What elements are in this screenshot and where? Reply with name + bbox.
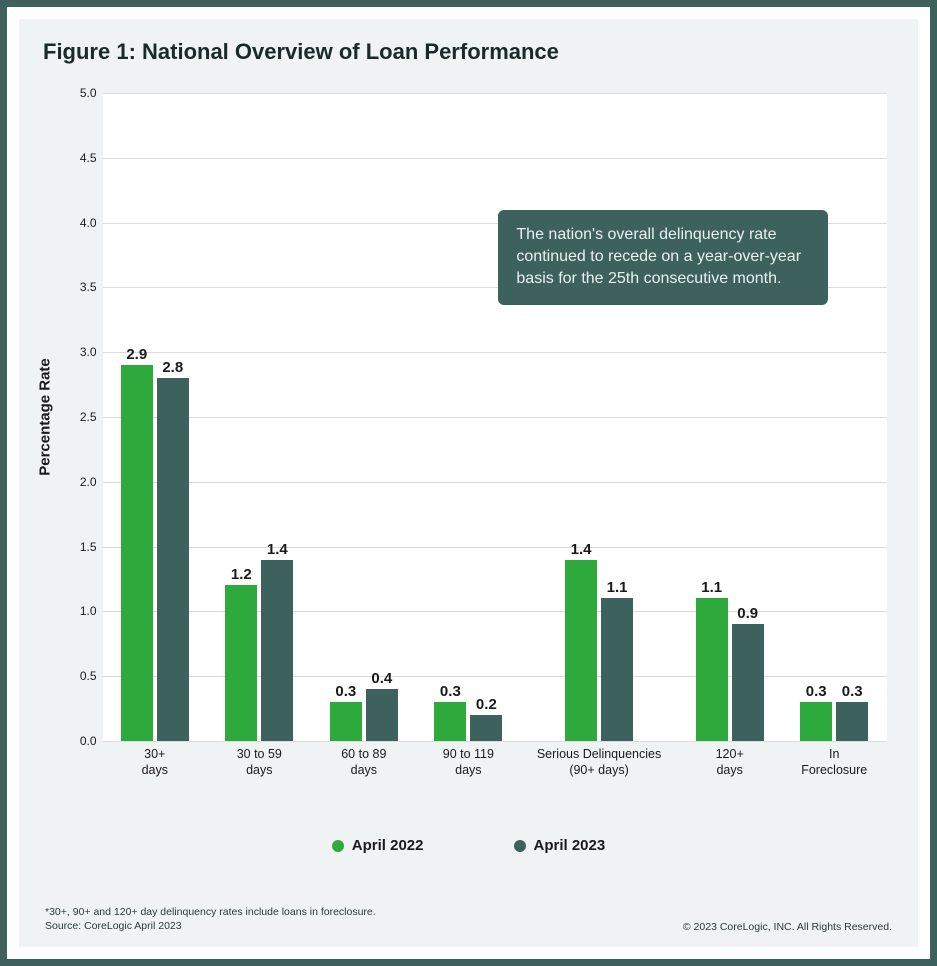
footer-note-2: Source: CoreLogic April 2023 <box>45 919 376 933</box>
legend-swatch <box>514 840 526 852</box>
figure-frame: Figure 1: National Overview of Loan Perf… <box>0 0 937 966</box>
bar <box>330 702 362 741</box>
bar-value-label: 0.2 <box>476 696 497 713</box>
bar <box>366 689 398 741</box>
gridline <box>103 417 887 418</box>
bar-value-label: 2.9 <box>126 346 147 363</box>
callout-box: The nation's overall delinquency rate co… <box>498 210 828 305</box>
bar <box>565 560 597 741</box>
gridline <box>103 547 887 548</box>
bar <box>157 378 189 741</box>
gridline <box>103 352 887 353</box>
bar <box>800 702 832 741</box>
y-tick-label: 3.0 <box>80 345 97 359</box>
category-label: 90 to 119 days <box>443 741 494 778</box>
footer-note-1: *30+, 90+ and 120+ day delinquency rates… <box>45 905 376 919</box>
category-label: 30 to 59 days <box>237 741 282 778</box>
legend: April 2022 April 2023 <box>19 837 918 854</box>
footer-copyright: © 2023 CoreLogic, INC. All Rights Reserv… <box>683 921 892 933</box>
legend-item: April 2023 <box>514 837 606 854</box>
y-tick-label: 4.0 <box>80 216 97 230</box>
y-tick-label: 1.0 <box>80 604 97 618</box>
bar <box>836 702 868 741</box>
bar-value-label: 0.3 <box>842 683 863 700</box>
bar-value-label: 0.3 <box>440 683 461 700</box>
y-tick-label: 0.5 <box>80 669 97 683</box>
y-tick-label: 0.0 <box>80 734 97 748</box>
bar-value-label: 1.4 <box>571 541 592 558</box>
y-axis-label: Percentage Rate <box>36 358 53 476</box>
chart-container: 0.0 0.5 1.0 1.5 2.0 2.5 3.0 3.5 4.0 4.5 5.0 Percent… <box>39 83 899 803</box>
bar <box>732 624 764 741</box>
figure-inner: Figure 1: National Overview of Loan Perf… <box>19 19 918 947</box>
y-tick-label: 5.0 <box>80 86 97 100</box>
category-label: In Foreclosure <box>801 741 867 778</box>
bar <box>121 365 153 741</box>
bar-value-label: 1.1 <box>607 579 628 596</box>
bar <box>601 598 633 741</box>
figure-title: Figure 1: National Overview of Loan Perf… <box>43 39 900 65</box>
bar-value-label: 1.1 <box>701 579 722 596</box>
bar-value-label: 1.2 <box>231 566 252 583</box>
category-label: Serious Delinquencies (90+ days) <box>537 741 661 778</box>
bar <box>261 560 293 741</box>
legend-swatch <box>332 840 344 852</box>
category-label: 120+ days <box>716 741 744 778</box>
bar <box>470 715 502 741</box>
bar <box>696 598 728 741</box>
y-tick-label: 2.0 <box>80 475 97 489</box>
footer-notes: *30+, 90+ and 120+ day delinquency rates… <box>45 905 376 933</box>
bar-value-label: 2.8 <box>162 359 183 376</box>
bar-value-label: 0.9 <box>737 605 758 622</box>
bar-value-label: 1.4 <box>267 541 288 558</box>
bar-value-label: 0.3 <box>335 683 356 700</box>
gridline <box>103 741 887 742</box>
legend-label: April 2022 <box>352 837 424 854</box>
bar <box>434 702 466 741</box>
category-label: 60 to 89 days <box>341 741 386 778</box>
gridline <box>103 158 887 159</box>
bar <box>225 585 257 741</box>
gridline <box>103 482 887 483</box>
gridline <box>103 93 887 94</box>
category-label: 30+ days <box>142 741 168 778</box>
bar-value-label: 0.3 <box>806 683 827 700</box>
figure-footer: *30+, 90+ and 120+ day delinquency rates… <box>45 905 892 933</box>
gridline <box>103 611 887 612</box>
bar-value-label: 0.4 <box>371 670 392 687</box>
y-tick-label: 4.5 <box>80 151 97 165</box>
gridline <box>103 676 887 677</box>
legend-item: April 2022 <box>332 837 424 854</box>
y-tick-label: 3.5 <box>80 280 97 294</box>
y-tick-label: 2.5 <box>80 410 97 424</box>
legend-label: April 2023 <box>534 837 606 854</box>
y-tick-label: 1.5 <box>80 540 97 554</box>
